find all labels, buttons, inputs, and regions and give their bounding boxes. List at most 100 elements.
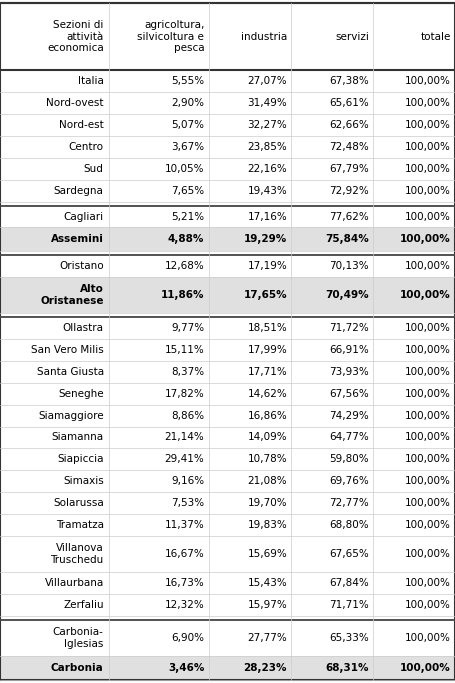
Text: 65,33%: 65,33% (329, 633, 369, 643)
Text: 100,00%: 100,00% (405, 120, 451, 130)
Text: 100,00%: 100,00% (405, 164, 451, 173)
Text: agricoltura,
silvicoltura e
pesca: agricoltura, silvicoltura e pesca (137, 20, 204, 53)
Text: 67,84%: 67,84% (329, 579, 369, 588)
Text: 4,88%: 4,88% (168, 234, 204, 245)
Text: 100,00%: 100,00% (405, 98, 451, 108)
Text: 17,65%: 17,65% (243, 290, 287, 300)
Text: Siamanna: Siamanna (51, 432, 104, 443)
Text: 10,78%: 10,78% (248, 454, 287, 464)
Text: 27,07%: 27,07% (248, 76, 287, 86)
Text: 100,00%: 100,00% (405, 142, 451, 152)
Text: 12,68%: 12,68% (165, 261, 204, 271)
Text: 72,48%: 72,48% (329, 142, 369, 152)
Text: 100,00%: 100,00% (400, 663, 451, 673)
Text: 100,00%: 100,00% (405, 579, 451, 588)
Text: 3,46%: 3,46% (168, 663, 204, 673)
Text: 100,00%: 100,00% (405, 432, 451, 443)
Text: 17,19%: 17,19% (248, 261, 287, 271)
Bar (0, 656, 455, 680)
Text: 28,23%: 28,23% (243, 663, 287, 673)
Text: Siapiccia: Siapiccia (57, 454, 104, 464)
Text: 100,00%: 100,00% (405, 212, 451, 221)
Text: 15,97%: 15,97% (248, 600, 287, 610)
Text: 67,56%: 67,56% (329, 389, 369, 399)
Text: San Vero Milis: San Vero Milis (31, 345, 104, 354)
Text: Oristano: Oristano (59, 261, 104, 271)
Text: 72,92%: 72,92% (329, 186, 369, 195)
Text: 100,00%: 100,00% (405, 499, 451, 508)
Text: 14,62%: 14,62% (248, 389, 287, 399)
Text: 71,71%: 71,71% (329, 600, 369, 610)
Text: Nord-est: Nord-est (59, 120, 104, 130)
Text: Zerfaliu: Zerfaliu (63, 600, 104, 610)
Text: 100,00%: 100,00% (400, 234, 451, 245)
Text: Assemini: Assemini (51, 234, 104, 245)
Text: 8,86%: 8,86% (171, 410, 204, 421)
Text: 12,32%: 12,32% (165, 600, 204, 610)
Text: 100,00%: 100,00% (405, 323, 451, 333)
Text: Cagliari: Cagliari (64, 212, 104, 221)
Text: Villanova
Truschedu: Villanova Truschedu (51, 544, 104, 565)
Text: 11,86%: 11,86% (161, 290, 204, 300)
Text: 70,13%: 70,13% (329, 261, 369, 271)
Text: 67,65%: 67,65% (329, 549, 369, 559)
Text: Sud: Sud (84, 164, 104, 173)
Text: 100,00%: 100,00% (405, 76, 451, 86)
Text: 5,21%: 5,21% (171, 212, 204, 221)
Text: Santa Giusta: Santa Giusta (36, 367, 104, 376)
Text: 100,00%: 100,00% (405, 389, 451, 399)
Text: 15,11%: 15,11% (165, 345, 204, 354)
Text: totale: totale (420, 31, 451, 42)
Text: 15,69%: 15,69% (248, 549, 287, 559)
Text: 16,73%: 16,73% (165, 579, 204, 588)
Text: 14,09%: 14,09% (248, 432, 287, 443)
Text: Sardegna: Sardegna (54, 186, 104, 195)
Text: industria: industria (241, 31, 287, 42)
Text: Siamaggiore: Siamaggiore (38, 410, 104, 421)
Text: 72,77%: 72,77% (329, 499, 369, 508)
Text: 71,72%: 71,72% (329, 323, 369, 333)
Text: 9,16%: 9,16% (171, 476, 204, 486)
Text: Carbonia: Carbonia (51, 663, 104, 673)
Text: Seneghe: Seneghe (58, 389, 104, 399)
Text: 100,00%: 100,00% (405, 454, 451, 464)
Text: 68,31%: 68,31% (325, 663, 369, 673)
Text: Centro: Centro (69, 142, 104, 152)
Text: Carbonia-
Iglesias: Carbonia- Iglesias (53, 627, 104, 649)
Text: 32,27%: 32,27% (248, 120, 287, 130)
Text: 17,71%: 17,71% (248, 367, 287, 376)
Text: 18,51%: 18,51% (248, 323, 287, 333)
Text: 69,76%: 69,76% (329, 476, 369, 486)
Text: Solarussa: Solarussa (53, 499, 104, 508)
Text: 11,37%: 11,37% (165, 520, 204, 530)
Text: 17,82%: 17,82% (165, 389, 204, 399)
Text: 67,38%: 67,38% (329, 76, 369, 86)
Text: 64,77%: 64,77% (329, 432, 369, 443)
Text: 68,80%: 68,80% (329, 520, 369, 530)
Text: 19,43%: 19,43% (248, 186, 287, 195)
Text: 19,29%: 19,29% (244, 234, 287, 245)
Text: 59,80%: 59,80% (329, 454, 369, 464)
Text: 73,93%: 73,93% (329, 367, 369, 376)
Text: 100,00%: 100,00% (405, 520, 451, 530)
Text: 100,00%: 100,00% (405, 367, 451, 376)
Text: 29,41%: 29,41% (165, 454, 204, 464)
Text: 100,00%: 100,00% (405, 549, 451, 559)
Text: 22,16%: 22,16% (248, 164, 287, 173)
Text: 21,08%: 21,08% (248, 476, 287, 486)
Text: 17,16%: 17,16% (248, 212, 287, 221)
Text: 6,90%: 6,90% (171, 633, 204, 643)
Text: 8,37%: 8,37% (171, 367, 204, 376)
Text: 5,55%: 5,55% (171, 76, 204, 86)
Text: Sezioni di
attività
economica: Sezioni di attività economica (47, 20, 104, 53)
Text: 66,91%: 66,91% (329, 345, 369, 354)
Text: 100,00%: 100,00% (405, 600, 451, 610)
Text: 9,77%: 9,77% (171, 323, 204, 333)
Text: 100,00%: 100,00% (405, 410, 451, 421)
Text: 19,70%: 19,70% (248, 499, 287, 508)
Text: 15,43%: 15,43% (248, 579, 287, 588)
Text: 3,67%: 3,67% (171, 142, 204, 152)
Text: 16,86%: 16,86% (248, 410, 287, 421)
Text: 100,00%: 100,00% (405, 345, 451, 354)
Text: 70,49%: 70,49% (325, 290, 369, 300)
